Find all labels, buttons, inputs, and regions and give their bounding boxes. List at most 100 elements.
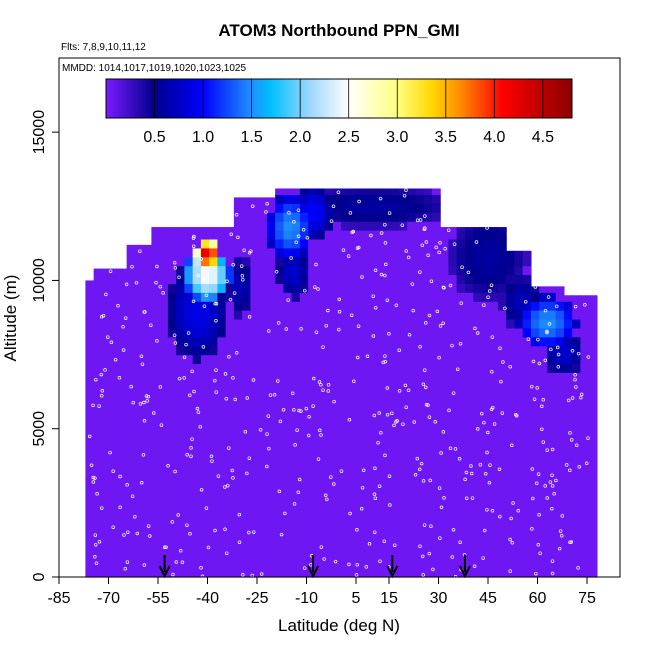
- heatmap-cell: [299, 496, 309, 507]
- heatmap-cell: [250, 523, 260, 534]
- heatmap-cell: [143, 256, 152, 267]
- heatmap-cell: [341, 336, 350, 347]
- heatmap-cell: [374, 461, 383, 471]
- heatmap-cell: [563, 532, 573, 543]
- heatmap-cell: [514, 372, 524, 382]
- sample-marker: [265, 432, 269, 436]
- heatmap-cell: [464, 265, 474, 276]
- heatmap-cell: [258, 221, 268, 231]
- heatmap-cell: [266, 568, 276, 578]
- sample-marker: [407, 332, 412, 337]
- sample-marker: [568, 431, 572, 435]
- heatmap-cell: [489, 230, 499, 240]
- heatmap-cell: [489, 488, 499, 498]
- heatmap-cell: [308, 265, 317, 276]
- heatmap-cell: [332, 461, 342, 471]
- heatmap-cell: [176, 434, 185, 445]
- sample-marker: [233, 397, 237, 402]
- curtain-heatmap: [85, 188, 598, 578]
- heatmap-cell: [341, 327, 350, 338]
- heatmap-cell: [382, 381, 392, 391]
- heatmap-cell: [93, 496, 103, 507]
- heatmap-cell: [464, 310, 474, 320]
- sample-marker: [123, 567, 128, 571]
- heatmap-cell: [266, 523, 276, 534]
- heatmap-cell: [283, 514, 293, 525]
- heatmap-cell: [530, 286, 540, 293]
- heatmap-cell: [530, 336, 540, 347]
- heatmap-cell: [316, 399, 326, 409]
- heatmap-cell: [93, 532, 103, 543]
- heatmap-cell: [588, 434, 598, 445]
- heatmap-cell: [423, 363, 433, 373]
- heatmap-cell: [398, 265, 408, 276]
- heatmap-cell: [118, 345, 128, 356]
- heatmap-cell: [126, 434, 136, 445]
- sample-marker: [354, 573, 359, 577]
- heatmap-cell: [101, 452, 111, 462]
- heatmap-cell: [456, 559, 466, 569]
- heatmap-cell: [539, 345, 548, 356]
- sample-marker: [337, 327, 341, 332]
- heatmap-cell: [580, 470, 590, 480]
- sample-marker: [435, 309, 440, 314]
- heatmap-cell: [233, 452, 243, 462]
- heatmap-cell: [514, 399, 524, 409]
- heatmap-cell: [143, 336, 152, 347]
- sample-marker: [348, 211, 353, 215]
- heatmap-cell: [423, 541, 433, 551]
- heatmap-cell: [316, 488, 326, 498]
- sample-marker: [185, 453, 189, 457]
- heatmap-cell: [134, 434, 144, 445]
- heatmap-cell: [167, 265, 177, 276]
- sample-marker: [422, 523, 427, 527]
- heatmap-cell: [473, 496, 482, 507]
- heatmap-cell: [209, 514, 218, 525]
- heatmap-cell: [217, 345, 227, 356]
- heatmap-cell: [266, 212, 276, 222]
- heatmap-cell: [258, 381, 268, 391]
- heatmap-cell: [93, 523, 103, 534]
- sample-marker: [390, 411, 394, 415]
- heatmap-cell: [283, 568, 293, 578]
- heatmap-cell: [324, 550, 334, 560]
- heatmap-cell: [250, 283, 260, 293]
- heatmap-cell: [415, 390, 425, 400]
- heatmap-cell: [250, 238, 260, 249]
- heatmap-cell: [233, 505, 243, 516]
- heatmap-cell: [440, 227, 449, 231]
- heatmap-cell: [473, 381, 482, 391]
- heatmap-cell: [588, 390, 598, 400]
- heatmap-cell: [357, 568, 367, 578]
- heatmap-cell: [167, 434, 177, 445]
- heatmap-cell: [580, 488, 590, 498]
- heatmap-cell: [365, 354, 375, 365]
- heatmap-cell: [563, 550, 573, 560]
- heatmap-cell: [233, 390, 243, 400]
- heatmap-cell: [85, 354, 95, 365]
- heatmap-cell: [448, 514, 458, 525]
- heatmap-cell: [448, 363, 458, 373]
- sample-marker: [481, 556, 485, 560]
- heatmap-cell: [332, 274, 342, 284]
- heatmap-cell: [390, 327, 400, 338]
- heatmap-cell: [299, 274, 309, 284]
- sample-marker: [348, 511, 352, 516]
- heatmap-cell: [167, 541, 177, 551]
- sample-marker: [232, 291, 237, 295]
- heatmap-cell: [497, 532, 507, 543]
- heatmap-cell: [308, 496, 317, 507]
- heatmap-cell: [101, 416, 111, 427]
- heatmap-cell: [242, 390, 251, 400]
- heatmap-cell: [308, 247, 317, 258]
- sample-marker: [378, 559, 382, 563]
- sample-marker: [382, 539, 387, 543]
- sample-marker: [404, 405, 408, 409]
- heatmap-cell: [341, 354, 350, 365]
- sample-marker: [420, 554, 425, 559]
- heatmap-cell: [258, 452, 268, 462]
- sample-marker: [339, 469, 344, 473]
- heatmap-cell: [555, 301, 565, 311]
- heatmap-cell: [308, 188, 317, 196]
- heatmap-cell: [332, 514, 342, 525]
